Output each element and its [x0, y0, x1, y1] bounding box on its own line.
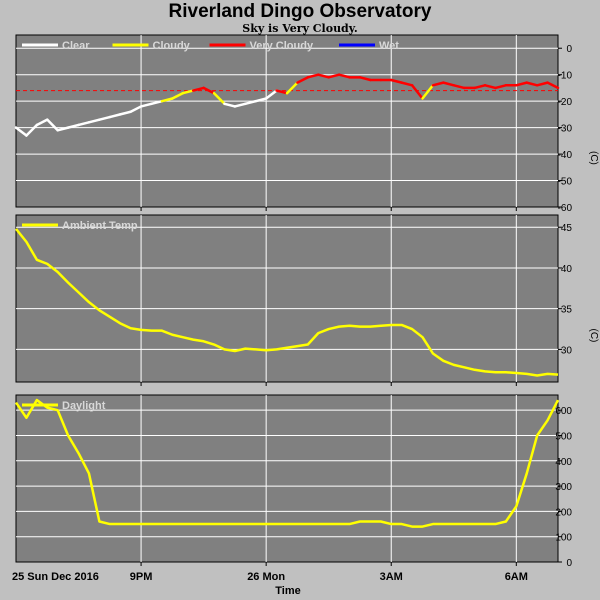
- y-tick-label: 600: [555, 406, 572, 417]
- y-tick-label: 500: [555, 431, 572, 442]
- series-segment: [191, 86, 205, 92]
- series-line-daylight: [14, 398, 560, 528]
- series-segment: [46, 118, 59, 132]
- panel-sky: 0 -10 -20 -30 -40 -50 -60 (C) Clear Cloudy Very Cl…: [14, 34, 599, 214]
- series-segment: [473, 84, 487, 90]
- y-tick-label: -30: [558, 124, 573, 135]
- series-segment: [546, 81, 560, 90]
- series-segment: [129, 105, 143, 113]
- series-segment: [389, 78, 403, 84]
- x-tick-label: 9PM: [130, 571, 153, 583]
- series-segment: [306, 73, 320, 79]
- series-segment: [254, 97, 268, 103]
- y-tick-label: 35: [561, 305, 573, 316]
- series-segment: [160, 97, 174, 103]
- series-segment: [483, 84, 497, 90]
- series-segment: [150, 99, 164, 106]
- series-segment: [108, 113, 122, 119]
- y-tick-label: -50: [558, 177, 573, 188]
- y-tick-label: 200: [555, 507, 572, 518]
- series-segment: [56, 126, 70, 132]
- series-segment: [233, 102, 247, 108]
- y-tick-label: 100: [555, 533, 572, 544]
- footer-time-label: Time: [275, 585, 300, 597]
- series-segment: [525, 81, 539, 87]
- series-segment: [87, 118, 101, 124]
- series-segment: [317, 73, 330, 79]
- series-segment: [264, 89, 278, 100]
- series-segment: [212, 91, 226, 106]
- series-segment: [223, 102, 237, 108]
- panel-ambient: 30 35 40 45 (C) Ambient Temp: [15, 214, 599, 386]
- y-tick-label: 40: [561, 264, 573, 275]
- series-segment: [296, 76, 310, 84]
- series-segment: [410, 84, 424, 100]
- y-tick-label: 400: [555, 457, 572, 468]
- series-segment: [337, 73, 351, 79]
- series-segment: [35, 118, 49, 127]
- series-segment: [421, 84, 435, 100]
- series-segment: [285, 81, 299, 95]
- series-segment: [118, 110, 132, 116]
- legend-label: Daylight: [62, 400, 106, 412]
- legend-label: Cloudy: [153, 40, 191, 52]
- legend-label: Wet: [379, 40, 399, 52]
- series-segment: [358, 76, 372, 82]
- x-tick-label: 3AM: [380, 571, 403, 583]
- series-segment: [139, 102, 153, 108]
- panels-group: 0 -10 -20 -30 -40 -50 -60 (C) Clear Cloudy Very Cl…: [14, 34, 599, 583]
- series-segment: [14, 126, 28, 137]
- series-segment: [275, 89, 289, 95]
- series-segment: [515, 81, 528, 87]
- series-segment: [431, 81, 445, 87]
- legend-label: Ambient Temp: [62, 220, 138, 232]
- series-segment: [452, 84, 466, 90]
- y-tick-label: 0: [566, 44, 572, 55]
- series-segment: [244, 99, 257, 106]
- x-tick-label: 26 Mon: [247, 571, 285, 583]
- x-tick-label: 6AM: [505, 571, 528, 583]
- series-segment: [400, 81, 414, 87]
- y-tick-label: 30: [561, 345, 573, 356]
- series-segment: [98, 115, 112, 121]
- y-tick-label: 300: [555, 482, 572, 493]
- series-segment: [442, 81, 456, 87]
- series-segment: [181, 89, 195, 95]
- series-segment: [535, 81, 549, 87]
- footer-date-label: 25 Sun Dec 2016: [12, 571, 99, 583]
- legend-label: Clear: [62, 40, 90, 52]
- chart-title: Riverland Dingo Observatory: [168, 1, 432, 22]
- y-tick-label: -60: [558, 203, 573, 214]
- y-tick-label: -20: [558, 97, 573, 108]
- series-line-ambient: [15, 228, 559, 377]
- chart-subtitle: Sky is Very Cloudy.: [242, 22, 358, 35]
- y-axis-label: (C): [588, 151, 599, 165]
- series-segment: [77, 121, 91, 127]
- y-axis-label: (C): [588, 329, 599, 343]
- y-tick-label: -40: [558, 150, 573, 161]
- series-segment: [202, 86, 216, 95]
- plot-area-sky: [15, 34, 559, 208]
- y-tick-label: 0: [566, 558, 572, 569]
- panel-daylight: 0 100 200 300 400 500 600 Daylight 9PM 26 Mon 3AM 6…: [14, 394, 572, 583]
- series-segment: [327, 73, 341, 79]
- plot-area-daylight: [15, 394, 559, 563]
- series-segment: [66, 123, 80, 129]
- series-segment: [494, 84, 508, 90]
- plot-area-ambient: [15, 214, 559, 383]
- series-segment: [25, 123, 39, 137]
- series-segment: [171, 91, 185, 100]
- y-tick-label: 45: [561, 223, 573, 234]
- y-tick-label: -10: [558, 71, 573, 82]
- legend-label: Very Cloudy: [250, 40, 314, 52]
